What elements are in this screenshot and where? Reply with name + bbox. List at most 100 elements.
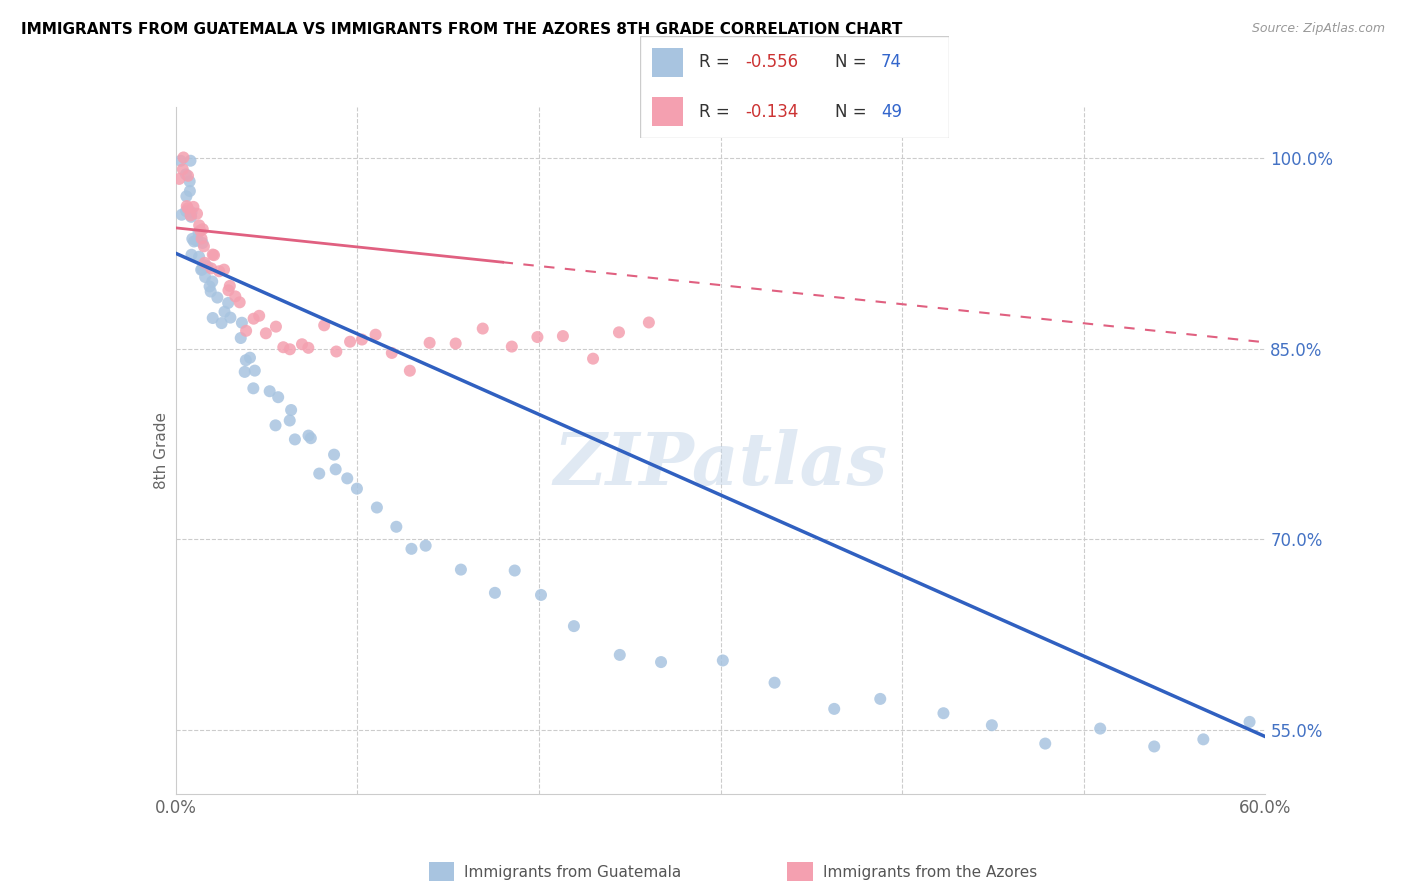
Point	[267, 390, 290, 404]
Point	[297, 341, 319, 355]
Point	[980, 718, 1002, 732]
Text: IMMIGRANTS FROM GUATEMALA VS IMMIGRANTS FROM THE AZORES 8TH GRADE CORRELATION CH: IMMIGRANTS FROM GUATEMALA VS IMMIGRANTS …	[21, 22, 903, 37]
Point	[200, 285, 222, 299]
Point	[183, 200, 205, 214]
Point	[609, 648, 631, 662]
Point	[198, 279, 221, 293]
Point	[202, 248, 225, 262]
Point	[180, 210, 202, 224]
Point	[323, 448, 346, 462]
Point	[218, 279, 240, 293]
Point	[201, 311, 224, 326]
Point	[212, 262, 235, 277]
Point	[191, 222, 214, 236]
Point	[381, 346, 404, 360]
Point	[170, 208, 193, 222]
Point	[415, 539, 437, 553]
FancyBboxPatch shape	[640, 36, 949, 138]
Text: Immigrants from Guatemala: Immigrants from Guatemala	[464, 865, 682, 880]
Point	[208, 264, 231, 278]
Point	[188, 250, 211, 264]
Text: ZIPatlas: ZIPatlas	[554, 429, 887, 500]
Y-axis label: 8th Grade: 8th Grade	[153, 412, 169, 489]
Text: 49: 49	[882, 103, 903, 120]
Point	[711, 653, 734, 667]
Point	[243, 363, 266, 377]
Point	[264, 319, 287, 334]
Text: 74: 74	[882, 54, 903, 71]
Point	[638, 316, 661, 330]
Point	[284, 433, 307, 447]
Text: Immigrants from the Azores: Immigrants from the Azores	[823, 865, 1036, 880]
Point	[219, 310, 242, 325]
Point	[224, 289, 246, 303]
Point	[193, 239, 215, 253]
Point	[214, 304, 236, 318]
Point	[471, 321, 494, 335]
Point	[763, 675, 786, 690]
Text: -0.134: -0.134	[745, 103, 799, 120]
Point	[188, 219, 211, 233]
Point	[239, 351, 262, 365]
Point	[191, 262, 214, 277]
Point	[1239, 714, 1261, 729]
Point	[217, 283, 239, 297]
Point	[177, 202, 200, 216]
Point	[200, 261, 222, 276]
Point	[180, 248, 202, 262]
Point	[366, 500, 388, 515]
Point	[503, 564, 526, 578]
Point	[823, 702, 845, 716]
Point	[170, 153, 193, 168]
Point	[181, 232, 204, 246]
Text: N =: N =	[835, 54, 872, 71]
Point	[176, 189, 198, 203]
Point	[177, 169, 200, 183]
Point	[231, 316, 253, 330]
Point	[1143, 739, 1166, 754]
Point	[194, 258, 217, 272]
Point	[186, 233, 208, 247]
Point	[419, 335, 441, 350]
Point	[190, 231, 212, 245]
Point	[484, 586, 506, 600]
Point	[308, 467, 330, 481]
Point	[385, 520, 408, 534]
Point	[314, 318, 336, 333]
Point	[194, 256, 217, 270]
Point	[398, 364, 420, 378]
Point	[190, 262, 212, 277]
Point	[450, 563, 472, 577]
Text: Source: ZipAtlas.com: Source: ZipAtlas.com	[1251, 22, 1385, 36]
Point	[562, 619, 585, 633]
Point	[247, 309, 270, 323]
Point	[174, 167, 197, 181]
Point	[197, 260, 219, 274]
Point	[207, 291, 229, 305]
Text: R =: R =	[699, 103, 734, 120]
Point	[228, 295, 250, 310]
Point	[339, 334, 361, 349]
Point	[650, 655, 672, 669]
FancyBboxPatch shape	[652, 48, 683, 77]
Point	[211, 316, 233, 330]
Point	[174, 204, 197, 219]
Point	[186, 234, 208, 248]
Point	[242, 311, 264, 326]
Point	[191, 235, 214, 250]
Point	[188, 223, 211, 237]
Point	[217, 296, 239, 310]
Point	[280, 403, 302, 417]
Point	[932, 706, 955, 721]
Point	[233, 365, 256, 379]
Point	[551, 329, 574, 343]
Point	[180, 205, 202, 219]
Point	[869, 692, 891, 706]
Point	[346, 482, 368, 496]
Point	[167, 172, 190, 186]
Point	[291, 337, 314, 351]
Point	[526, 330, 548, 344]
Point	[350, 333, 373, 347]
Point	[254, 326, 277, 341]
Point	[607, 326, 630, 340]
